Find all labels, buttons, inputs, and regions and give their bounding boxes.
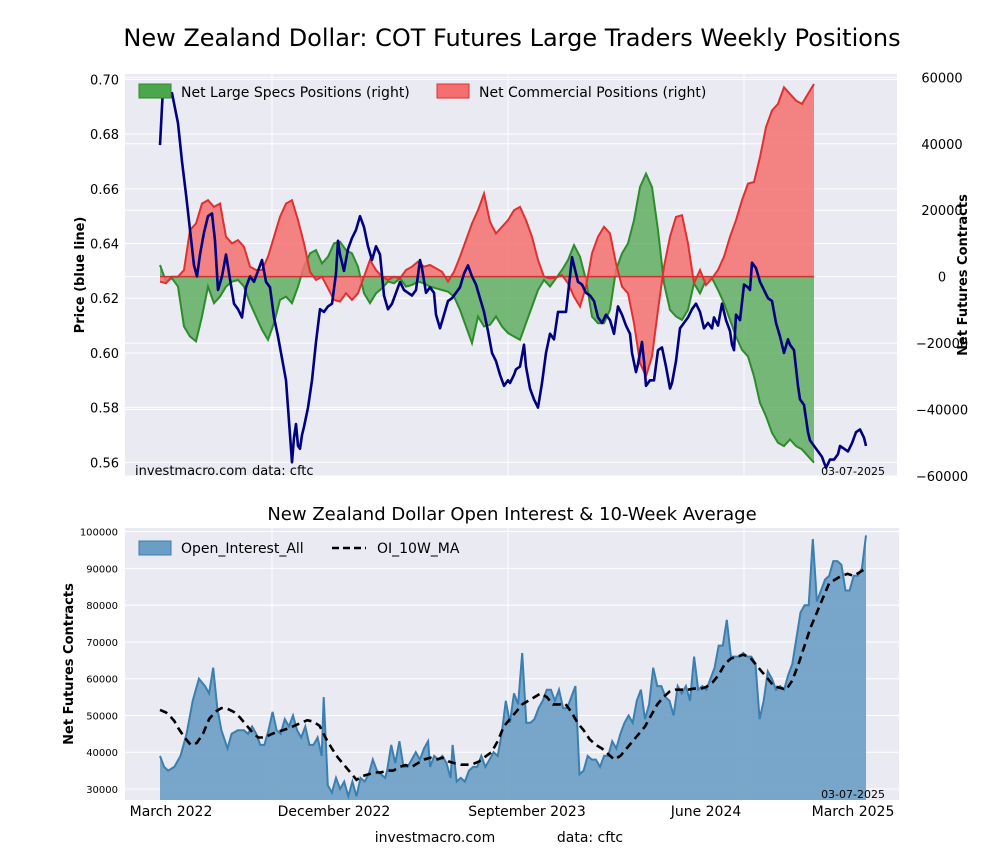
price-tick-label: 0.64 [90, 238, 119, 253]
date-tick-label: March 2022 [130, 804, 213, 820]
price-tick-label: 0.56 [90, 456, 119, 471]
watermark-site: investmacro.com [135, 464, 247, 479]
legend-label-commercial: Net Commercial Positions (right) [479, 85, 706, 101]
date-axis-ticks: March 2022 December 2022 September 2023 Jun… [130, 804, 895, 820]
commercial-area [160, 84, 814, 377]
commercial-line [159, 83, 815, 380]
date-tick-label: December 2022 [278, 804, 391, 820]
contracts-axis-ticks: −60000 −40000 −20000 0 20000 40000 60000 [916, 71, 968, 485]
open-interest-axis-ticks: 30000 40000 50000 60000 70000 80000 90000 10000… [80, 528, 118, 796]
open-interest-tick-label: 100000 [80, 528, 118, 539]
footer-site: investmacro.com [375, 830, 495, 846]
watermark-source: data: cftc [252, 464, 314, 479]
open-interest-chart: New Zealand Dollar Open Interest & 10-We… [62, 504, 899, 820]
contracts-axis-label: Net Futures Contracts [956, 194, 971, 356]
open-interest-axis-label: Net Futures Contracts [62, 583, 77, 745]
price-tick-label: 0.66 [90, 183, 119, 198]
price-tick-label: 0.68 [90, 128, 119, 143]
legend-label-open-interest: Open_Interest_All [181, 541, 304, 557]
legend-swatch-commercial [436, 83, 470, 99]
open-interest-line [159, 535, 867, 801]
price-line-group [158, 86, 868, 470]
price-axis-label: Price (blue line) [73, 217, 88, 334]
large-specs-area [160, 173, 814, 463]
price-line [158, 86, 868, 470]
legend-label-moving-average: OI_10W_MA [377, 541, 460, 557]
watermark-date: 03-07-2025 [821, 465, 885, 478]
price-tick-label: 0.62 [90, 292, 119, 307]
open-interest-tick-label: 60000 [86, 675, 118, 686]
contracts-tick-label: −60000 [916, 470, 968, 485]
positions-chart: 0.560.580.600.620.640.660.680.70 −60000−… [73, 71, 971, 485]
open-interest-legend: Open_Interest_All OI_10W_MA [138, 540, 460, 557]
open-interest-tick-label: 30000 [86, 785, 118, 796]
price-axis-ticks: 0.56 0.58 0.60 0.62 0.64 0.66 0.68 0.70 [90, 73, 119, 471]
positions-legend: Net Large Specs Positions (right) Net Co… [138, 83, 706, 101]
open-interest-title: New Zealand Dollar Open Interest & 10-We… [267, 504, 756, 525]
price-tick-label: 0.58 [90, 402, 119, 417]
open-interest-series [159, 535, 867, 801]
moving-average-line [159, 567, 867, 782]
price-tick-label: 0.70 [90, 73, 119, 88]
open-interest-tick-label: 80000 [86, 601, 118, 612]
legend-swatch-specs [138, 83, 172, 99]
date-tick-label: March 2025 [812, 804, 895, 820]
date-tick-label: June 2024 [670, 804, 742, 820]
open-interest-area [160, 535, 866, 800]
positions-areas [159, 83, 815, 464]
legend-swatch-open-interest [138, 540, 172, 556]
contracts-tick-label: −40000 [916, 404, 968, 419]
contracts-tick-label: 60000 [921, 71, 962, 86]
contracts-tick-label: 20000 [921, 204, 962, 219]
open-interest-tick-label: 40000 [86, 748, 118, 759]
contracts-tick-label: 40000 [921, 138, 962, 153]
figure-title: New Zealand Dollar: COT Futures Large Tr… [123, 24, 900, 52]
contracts-tick-label: 0 [938, 271, 946, 286]
open-interest-watermark-date: 03-07-2025 [821, 788, 885, 801]
open-interest-tick-label: 90000 [86, 564, 118, 575]
footer-source: data: cftc [557, 830, 623, 846]
legend-label-specs: Net Large Specs Positions (right) [181, 85, 410, 101]
price-tick-label: 0.60 [90, 347, 119, 362]
date-tick-label: September 2023 [468, 804, 585, 820]
contracts-tick-label: −20000 [916, 337, 968, 352]
open-interest-tick-label: 70000 [86, 638, 118, 649]
open-interest-tick-label: 50000 [86, 711, 118, 722]
